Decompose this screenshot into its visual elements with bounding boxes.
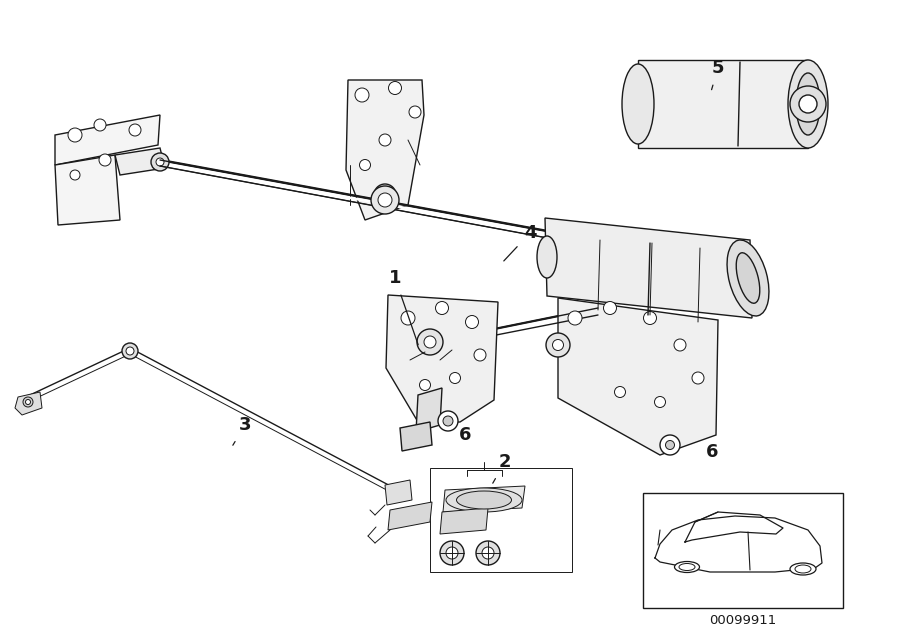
- Ellipse shape: [537, 236, 557, 278]
- Circle shape: [68, 128, 82, 142]
- Ellipse shape: [674, 562, 699, 572]
- Polygon shape: [638, 60, 808, 148]
- Circle shape: [446, 547, 458, 559]
- Bar: [430, 468, 572, 572]
- Circle shape: [553, 340, 563, 350]
- Circle shape: [604, 301, 617, 314]
- Circle shape: [409, 106, 421, 118]
- Polygon shape: [386, 295, 498, 422]
- Circle shape: [482, 547, 494, 559]
- Polygon shape: [388, 502, 432, 530]
- Circle shape: [568, 311, 582, 325]
- Ellipse shape: [795, 565, 811, 573]
- Polygon shape: [385, 480, 412, 505]
- Circle shape: [692, 372, 704, 384]
- Circle shape: [401, 311, 415, 325]
- Circle shape: [615, 387, 626, 398]
- Circle shape: [389, 81, 401, 95]
- Ellipse shape: [796, 73, 820, 135]
- Text: 4: 4: [504, 224, 536, 261]
- Circle shape: [790, 86, 826, 122]
- Circle shape: [359, 160, 371, 170]
- Circle shape: [156, 158, 164, 166]
- Circle shape: [23, 397, 33, 407]
- Circle shape: [660, 435, 680, 455]
- Text: 1: 1: [389, 269, 419, 345]
- Text: 6: 6: [459, 426, 472, 444]
- Ellipse shape: [736, 252, 760, 303]
- Circle shape: [94, 119, 106, 131]
- Circle shape: [476, 541, 500, 565]
- Circle shape: [436, 301, 448, 314]
- Ellipse shape: [622, 64, 654, 144]
- Circle shape: [371, 186, 399, 214]
- Circle shape: [122, 343, 138, 359]
- Circle shape: [378, 193, 392, 207]
- Circle shape: [474, 349, 486, 361]
- Ellipse shape: [446, 488, 522, 512]
- Polygon shape: [545, 218, 752, 318]
- Polygon shape: [55, 155, 120, 225]
- Circle shape: [449, 373, 461, 384]
- Polygon shape: [416, 388, 442, 432]
- Text: 5: 5: [712, 59, 724, 90]
- Circle shape: [546, 333, 570, 357]
- Ellipse shape: [788, 60, 828, 148]
- Circle shape: [440, 541, 464, 565]
- Circle shape: [424, 336, 436, 348]
- Polygon shape: [55, 115, 160, 165]
- Text: 6: 6: [706, 443, 718, 461]
- Circle shape: [70, 170, 80, 180]
- Circle shape: [379, 134, 391, 146]
- Polygon shape: [115, 148, 165, 175]
- Circle shape: [25, 399, 31, 404]
- Ellipse shape: [456, 491, 511, 509]
- Bar: [643, 493, 843, 608]
- Ellipse shape: [727, 240, 769, 316]
- Polygon shape: [558, 298, 718, 455]
- Circle shape: [443, 416, 453, 426]
- Text: 00099911: 00099911: [709, 614, 777, 626]
- Circle shape: [674, 339, 686, 351]
- Circle shape: [644, 312, 656, 324]
- Text: 2: 2: [493, 453, 511, 483]
- Polygon shape: [440, 508, 488, 534]
- Ellipse shape: [679, 563, 695, 570]
- Circle shape: [151, 153, 169, 171]
- Polygon shape: [400, 422, 432, 451]
- Polygon shape: [15, 392, 42, 415]
- Circle shape: [665, 441, 674, 450]
- Polygon shape: [443, 486, 525, 512]
- Circle shape: [380, 190, 390, 200]
- Circle shape: [129, 124, 141, 136]
- Circle shape: [438, 411, 458, 431]
- Circle shape: [465, 315, 479, 329]
- Polygon shape: [346, 80, 424, 220]
- Text: 3: 3: [233, 416, 251, 445]
- Ellipse shape: [790, 563, 816, 575]
- Circle shape: [126, 347, 134, 355]
- Circle shape: [374, 184, 396, 206]
- Circle shape: [419, 380, 430, 391]
- Circle shape: [417, 329, 443, 355]
- Circle shape: [654, 396, 665, 408]
- Circle shape: [99, 154, 111, 166]
- Circle shape: [799, 95, 817, 113]
- Circle shape: [355, 88, 369, 102]
